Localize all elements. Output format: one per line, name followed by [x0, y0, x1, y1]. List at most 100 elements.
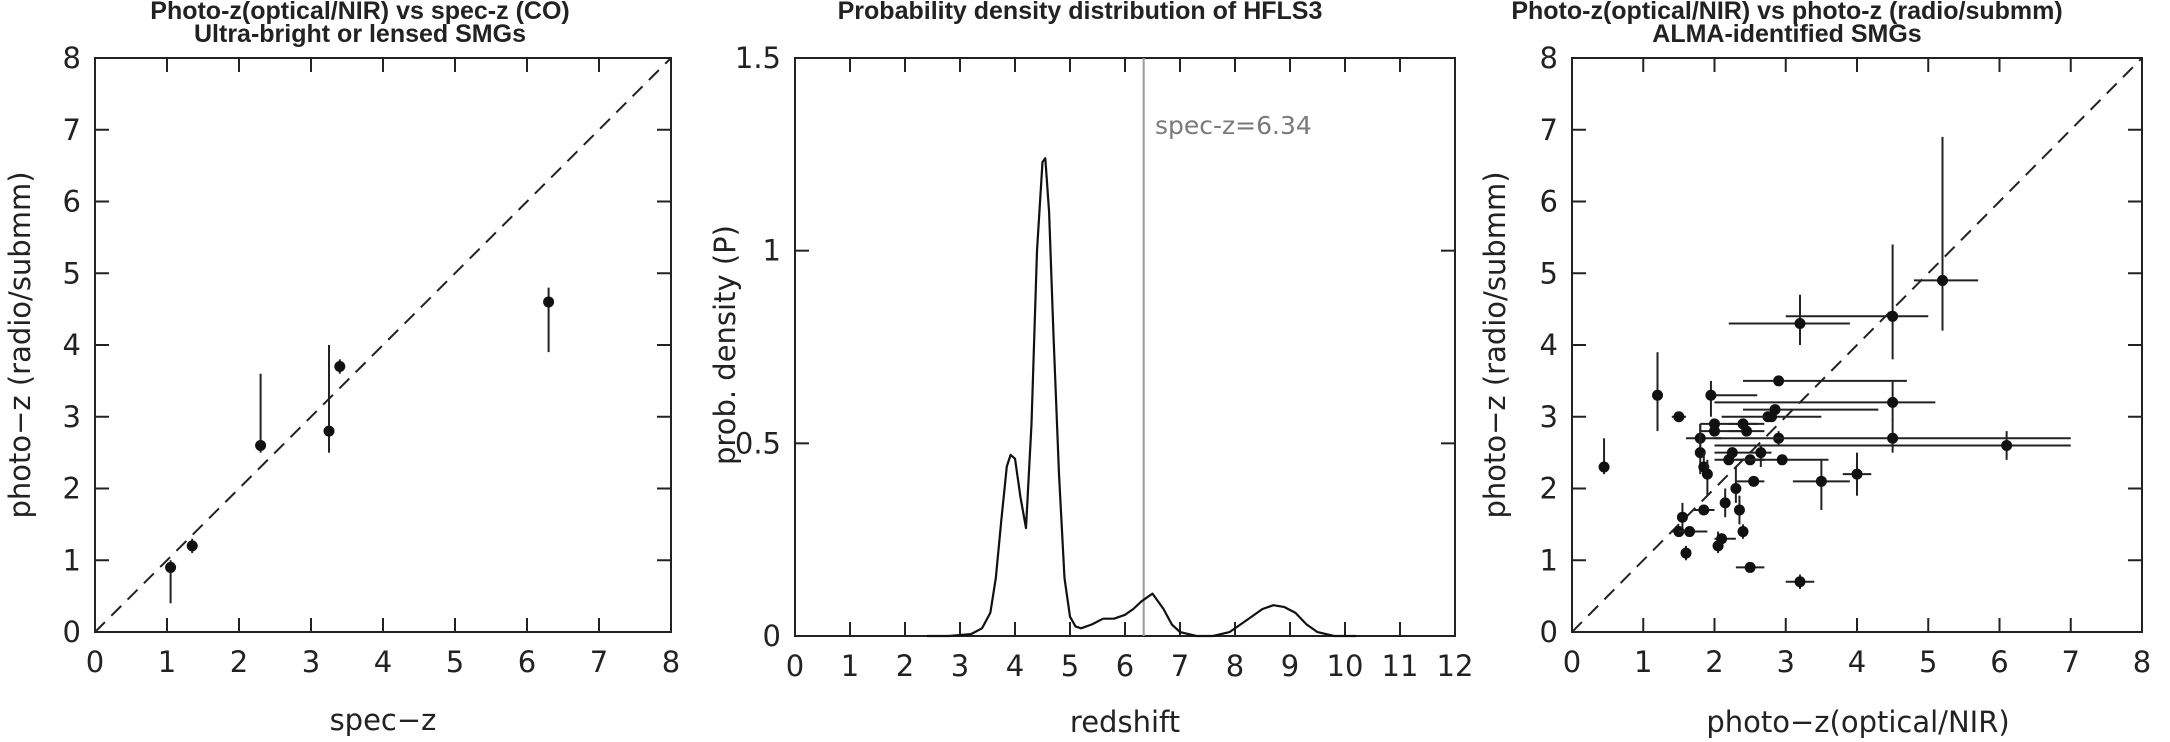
data-point: [1680, 547, 1692, 559]
panel-spec-vs-photo: Photo-z(optical/NIR) vs spec-z (CO) Ultr…: [3, 0, 680, 737]
density-curve: [927, 157, 1356, 638]
data-marks: [1571, 57, 2143, 633]
y-tick-label: 0.5: [735, 426, 781, 460]
x-tick-label: 6: [518, 645, 536, 679]
data-point: [1741, 425, 1753, 437]
x-tick-label: 0: [786, 649, 804, 683]
data-point: [323, 425, 335, 437]
y-axis-label: prob. density (P): [708, 225, 742, 465]
data-point: [1887, 396, 1899, 408]
data-point: [1733, 504, 1745, 516]
y-tick-label: 6: [63, 185, 81, 219]
y-tick-label: 0: [1540, 615, 1558, 649]
data-point: [1794, 576, 1806, 588]
data-point: [1887, 310, 1899, 322]
y-tick-label: 2: [1540, 472, 1558, 506]
data-point: [1698, 504, 1710, 516]
x-tick-label: 0: [1563, 645, 1581, 679]
chart-title: Photo-z(optical/NIR) vs photo-z (radio/s…: [1511, 0, 2062, 25]
data-point: [1701, 468, 1713, 480]
x-tick-label: 4: [1848, 645, 1866, 679]
x-tick-label: 11: [1382, 649, 1419, 683]
x-tick-label: 7: [1171, 649, 1189, 683]
x-tick-label: 5: [446, 645, 464, 679]
data-point: [1716, 533, 1728, 545]
data-point: [1755, 447, 1767, 459]
x-tick-label: 9: [1281, 649, 1299, 683]
data-point: [1737, 526, 1749, 538]
x-tick-label: 4: [1006, 649, 1024, 683]
axis-ticks: 0 1 2 3 4 5 6 7 8 0 1 2 3 4 5 6 7 8: [63, 41, 681, 679]
data-point: [1776, 454, 1788, 466]
x-tick-label: 8: [2133, 645, 2151, 679]
x-axis-label: photo−z(optical/NIR): [1706, 705, 2009, 739]
x-tick-label: 7: [2062, 645, 2080, 679]
y-tick-label: 2: [63, 472, 81, 506]
x-tick-label: 1: [158, 645, 176, 679]
data-point: [1673, 411, 1685, 423]
x-axis-label: spec−z: [330, 703, 437, 737]
x-tick-label: 3: [1777, 645, 1795, 679]
chart-title: Probability density distribution of HFLS…: [838, 0, 1323, 25]
y-tick-label: 8: [63, 41, 81, 75]
plot-frame: [794, 57, 1456, 637]
one-to-one-line: [1571, 57, 2143, 633]
data-marks: [94, 57, 672, 633]
data-point: [1705, 389, 1717, 401]
data-point: [1719, 497, 1731, 509]
chart-subtitle: ALMA-identified SMGs: [1652, 20, 1921, 48]
data-point: [2001, 439, 2013, 451]
x-tick-label: 8: [662, 645, 680, 679]
x-tick-label: 6: [1116, 649, 1134, 683]
x-tick-label: 7: [590, 645, 608, 679]
x-tick-label: 1: [841, 649, 859, 683]
y-axis-label: photo−z (radio/submm): [1478, 171, 1512, 518]
data-point: [1794, 317, 1806, 329]
data-point: [1709, 425, 1720, 437]
y-tick-label: 8: [1540, 41, 1558, 75]
x-tick-label: 5: [1061, 649, 1079, 683]
panel-photo-vs-photo: Photo-z(optical/NIR) vs photo-z (radio/s…: [1478, 0, 2151, 739]
data-point: [334, 361, 346, 373]
x-tick-label: 3: [302, 645, 320, 679]
data-point: [1744, 561, 1756, 573]
y-tick-label: 3: [1540, 400, 1558, 434]
data-point: [1851, 468, 1863, 480]
spec-z-annotation: spec-z=6.34: [1155, 111, 1312, 140]
y-tick-label: 7: [1540, 113, 1558, 147]
data-point: [1598, 461, 1610, 473]
x-tick-label: 1: [1634, 645, 1652, 679]
x-tick-label: 2: [1705, 645, 1723, 679]
data-point: [165, 561, 177, 573]
data-point: [1748, 475, 1760, 487]
data-point: [1887, 432, 1899, 444]
data-point: [1773, 375, 1785, 387]
data-point: [1937, 274, 1948, 286]
x-tick-label: 12: [1437, 649, 1474, 683]
y-tick-label: 1: [1540, 543, 1558, 577]
y-axis-label: photo−z (radio/submm): [3, 171, 37, 518]
x-tick-label: 6: [1990, 645, 2008, 679]
x-tick-label: 5: [1919, 645, 1937, 679]
y-tick-label: 3: [63, 400, 81, 434]
data-point: [1769, 404, 1781, 416]
y-tick-label: 6: [1540, 185, 1558, 219]
y-tick-label: 5: [63, 256, 81, 290]
data-point: [1815, 475, 1827, 487]
y-tick-label: 0: [63, 615, 81, 649]
data-point: [186, 540, 198, 552]
x-tick-label: 10: [1327, 649, 1364, 683]
y-tick-label: 0: [763, 619, 781, 653]
x-tick-label: 4: [374, 645, 392, 679]
x-axis-label: redshift: [1070, 705, 1180, 739]
data-marks: [927, 58, 1356, 638]
y-tick-label: 1: [763, 234, 781, 268]
x-tick-label: 2: [896, 649, 914, 683]
x-tick-label: 8: [1226, 649, 1244, 683]
data-point: [1652, 389, 1663, 401]
y-tick-label: 1.5: [735, 41, 781, 75]
y-tick-label: 7: [63, 113, 81, 147]
axis-ticks: 0 1 2 3 4 5 6 7 8 0 1 2 3 4 5 6 7 8: [1540, 41, 2152, 679]
